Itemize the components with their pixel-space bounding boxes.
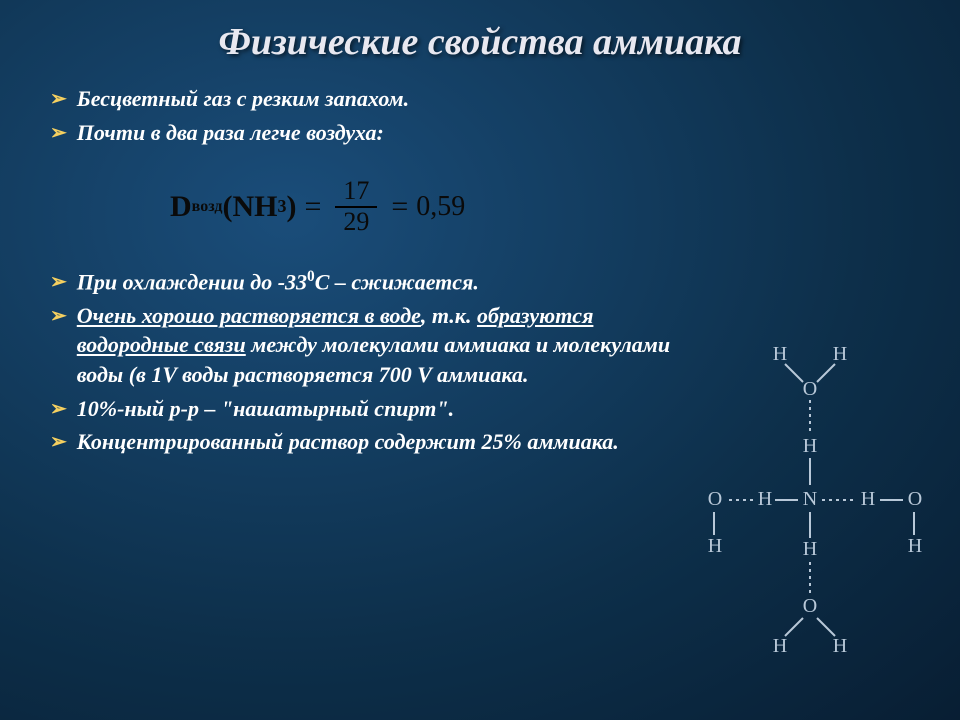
bullet-marker-icon: ➢: [50, 120, 67, 147]
bullet-4: ➢ Очень хорошо растворяется в воде, т.к.…: [50, 301, 680, 390]
formula-eq1: =: [304, 190, 321, 224]
atom-H: H: [908, 535, 922, 557]
hydrogen-bond-diagram: H H O H N H H O H O H H O H H: [690, 340, 930, 660]
b3-sup: 0: [307, 268, 315, 285]
bullet-marker-icon: ➢: [50, 86, 67, 113]
atom-H: H: [803, 435, 817, 457]
formula-fraction: 17 29: [335, 177, 377, 236]
bullet-4-text: Очень хорошо растворяется в воде, т.к. о…: [77, 301, 680, 390]
formula-numerator: 17: [335, 177, 377, 206]
atom-H: H: [773, 343, 787, 365]
bullet-marker-icon: ➢: [50, 396, 67, 423]
atom-H: H: [708, 535, 722, 557]
atom-H: H: [803, 538, 817, 560]
atom-H: H: [833, 343, 847, 365]
bullet-2-text: Почти в два раза легче воздуха:: [77, 118, 384, 148]
bullet-1: ➢ Бесцветный газ с резким запахом.: [50, 84, 680, 114]
atom-O: O: [708, 488, 722, 510]
bullet-2: ➢ Почти в два раза легче воздуха:: [50, 118, 680, 148]
b3-pre: При охлаждении до -33: [77, 269, 307, 294]
formula-eq2: =: [391, 190, 408, 224]
atom-O: O: [803, 378, 817, 400]
formula-result: 0,59: [416, 191, 465, 223]
atom-H: H: [861, 488, 875, 510]
bullet-5-text: 10%-ный р-р – "нашатырный спирт".: [77, 394, 454, 424]
formula-open-paren: (: [222, 190, 232, 224]
formula-D: D: [170, 190, 192, 224]
formula-denominator: 29: [335, 208, 377, 237]
formula-sub: возд: [192, 198, 223, 216]
formula-nh: NH: [232, 190, 277, 224]
b3-post: С – сжижается.: [315, 269, 479, 294]
bullet-marker-icon: ➢: [50, 269, 67, 296]
atom-H: H: [833, 635, 847, 657]
atom-N: N: [803, 488, 817, 510]
slide-title: Физические свойства аммиака: [0, 0, 960, 84]
bullet-3-text: При охлаждении до -330С – сжижается.: [77, 267, 479, 297]
bullet-6: ➢ Концентрированный раствор содержит 25%…: [50, 427, 680, 457]
bullet-marker-icon: ➢: [50, 303, 67, 330]
atom-H: H: [773, 635, 787, 657]
b4-mid: , т.к.: [421, 303, 477, 328]
atom-H: H: [758, 488, 772, 510]
bullet-marker-icon: ➢: [50, 429, 67, 456]
atom-O: O: [803, 595, 817, 617]
formula-nh-sub: 3: [277, 196, 286, 217]
bullet-5: ➢ 10%-ный р-р – "нашатырный спирт".: [50, 394, 680, 424]
bullet-6-text: Концентрированный раствор содержит 25% а…: [77, 427, 619, 457]
atom-O: O: [908, 488, 922, 510]
density-formula: Dвозд (NH3) = 17 29 = 0,59: [170, 177, 680, 236]
bullet-3: ➢ При охлаждении до -330С – сжижается.: [50, 267, 680, 297]
b4-u1: Очень хорошо растворяется в воде: [77, 303, 421, 328]
bullet-1-text: Бесцветный газ с резким запахом.: [77, 84, 409, 114]
formula-close-paren: ): [286, 190, 296, 224]
